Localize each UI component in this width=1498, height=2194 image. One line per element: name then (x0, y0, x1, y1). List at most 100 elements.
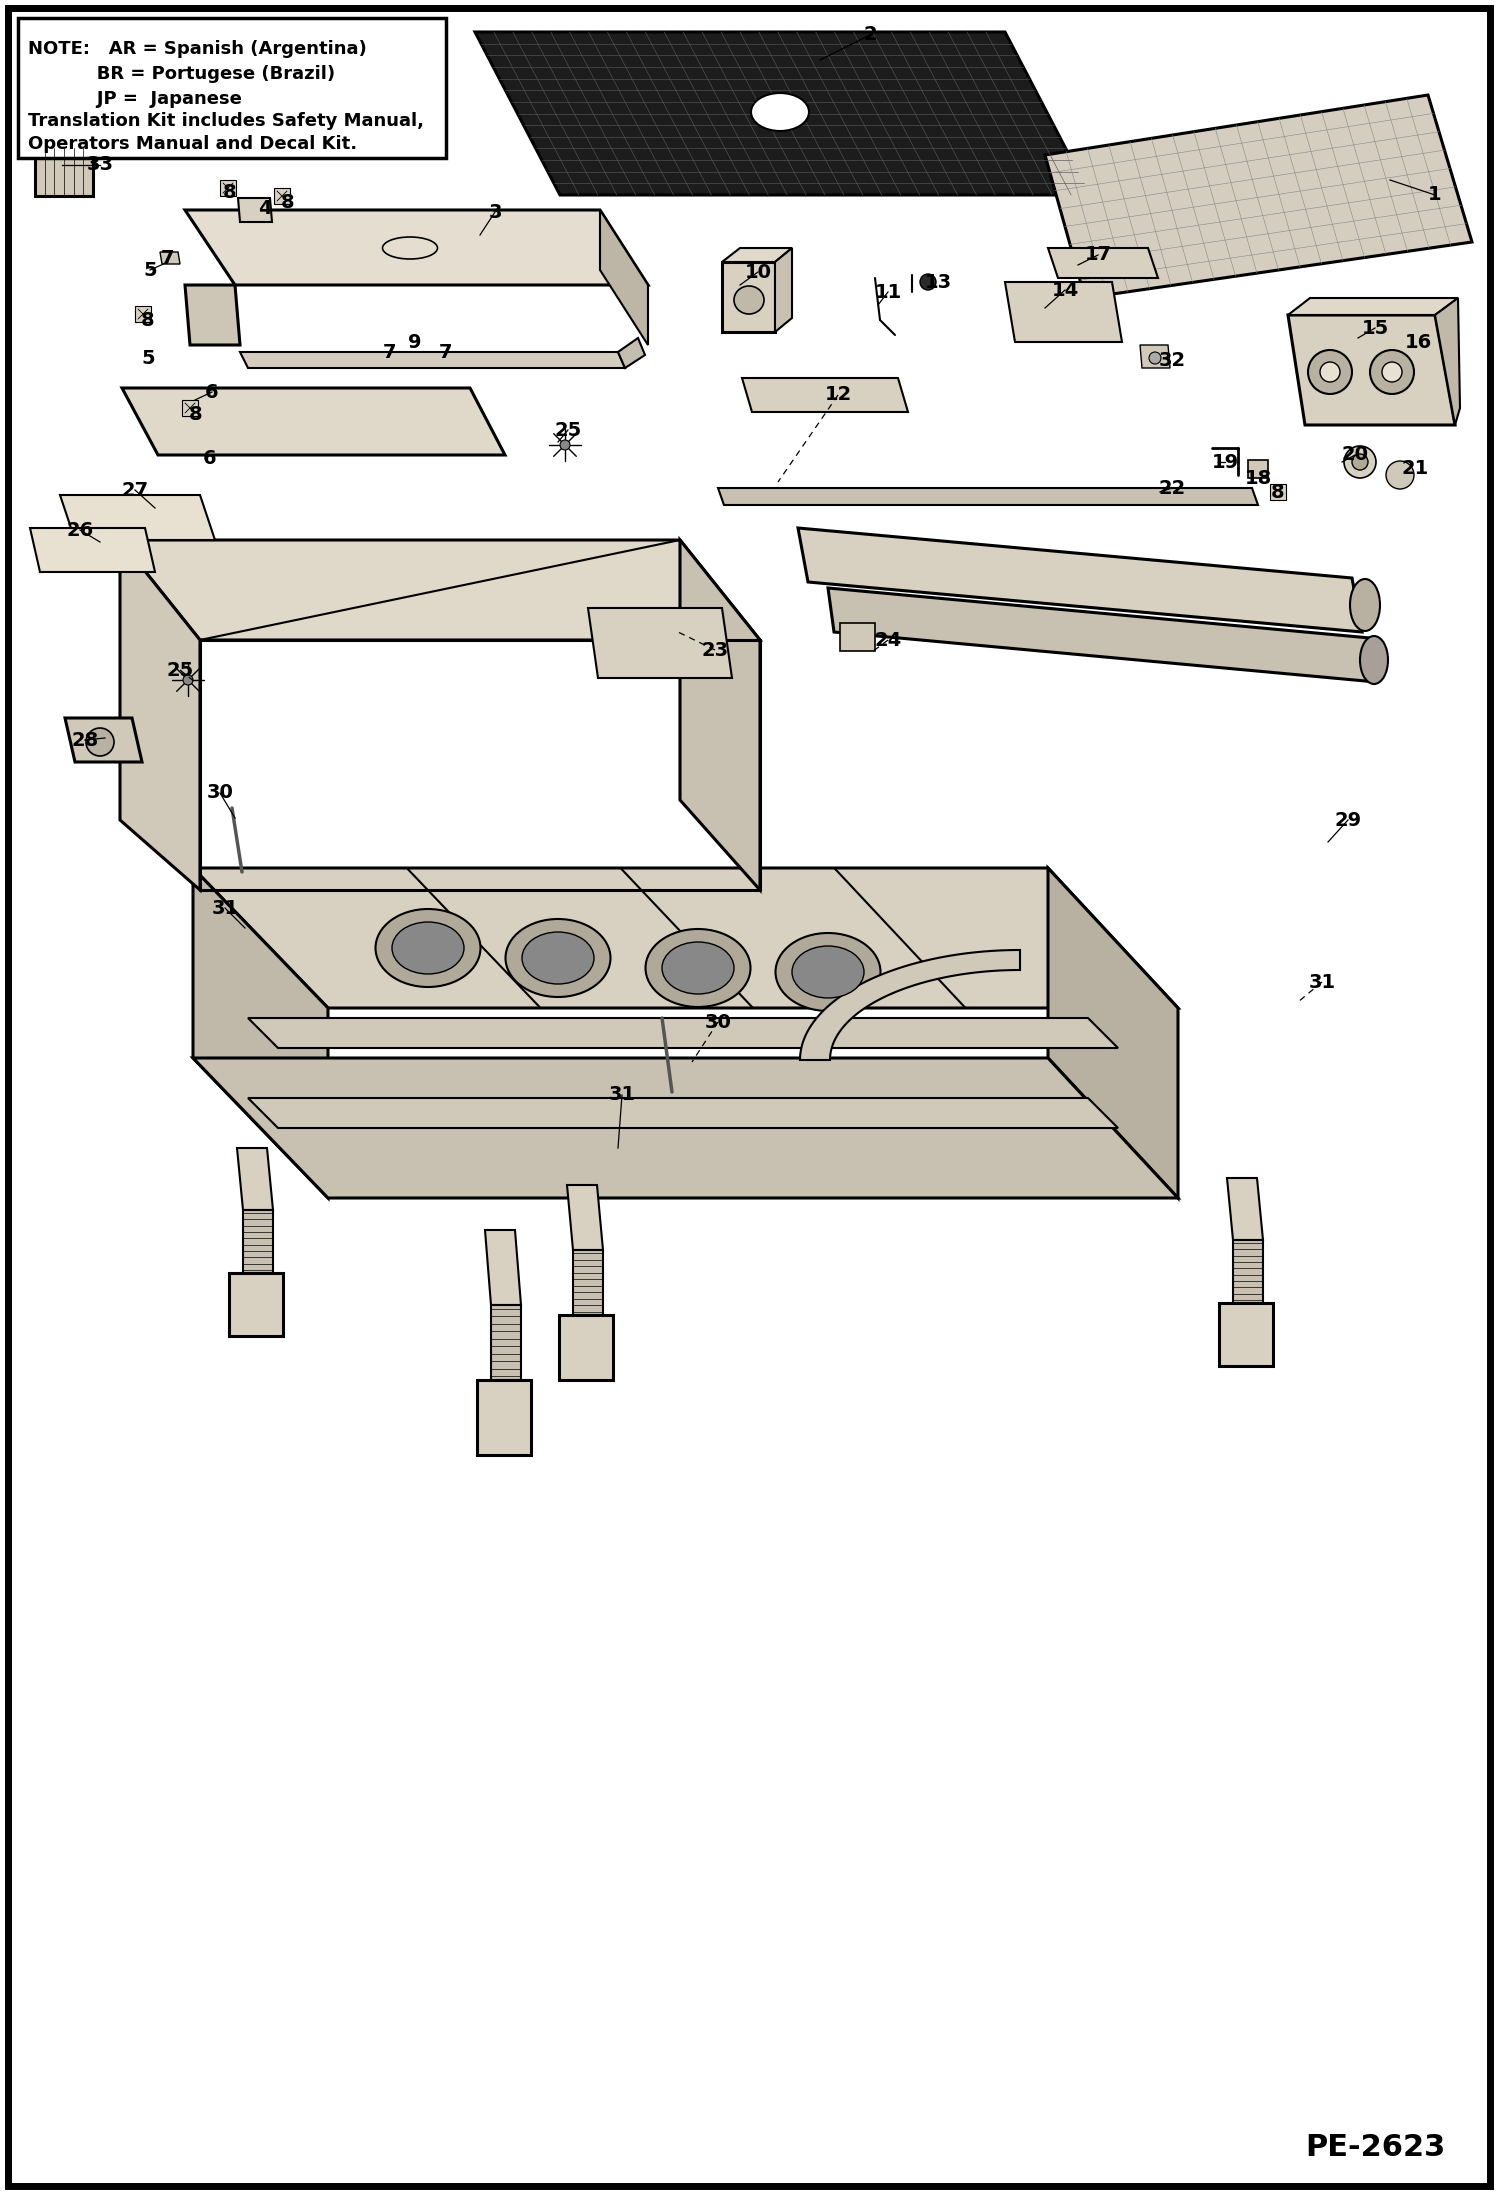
Text: 8: 8 (1272, 483, 1285, 502)
Ellipse shape (776, 932, 881, 1011)
Bar (840, 623, 875, 652)
Text: 18: 18 (1245, 470, 1272, 487)
Polygon shape (1046, 94, 1473, 298)
Text: 31: 31 (608, 1086, 635, 1104)
Text: NOTE:   AR = Spanish (Argentina): NOTE: AR = Spanish (Argentina) (28, 39, 367, 57)
Text: 1: 1 (1428, 186, 1441, 204)
Text: 25: 25 (554, 421, 581, 439)
Circle shape (1149, 351, 1161, 364)
Polygon shape (1219, 1303, 1273, 1367)
Ellipse shape (521, 932, 595, 983)
Polygon shape (184, 211, 649, 285)
Text: 4: 4 (258, 197, 271, 217)
Text: 33: 33 (87, 156, 114, 176)
Polygon shape (249, 1018, 1118, 1049)
Ellipse shape (750, 92, 809, 132)
Polygon shape (249, 1097, 1118, 1128)
Bar (1270, 485, 1285, 500)
Polygon shape (1227, 1178, 1263, 1240)
Bar (1248, 461, 1267, 478)
Polygon shape (485, 1231, 521, 1305)
Polygon shape (30, 529, 154, 573)
Ellipse shape (646, 928, 750, 1007)
Text: Operators Manual and Decal Kit.: Operators Manual and Decal Kit. (28, 136, 357, 154)
Polygon shape (237, 1147, 273, 1211)
Text: 16: 16 (1405, 333, 1432, 351)
Text: 7: 7 (439, 342, 452, 362)
Circle shape (1308, 351, 1353, 395)
Ellipse shape (792, 946, 864, 998)
Polygon shape (193, 869, 1177, 1007)
Text: 10: 10 (745, 263, 771, 281)
Polygon shape (619, 338, 646, 369)
Text: BR = Portugese (Brazil): BR = Portugese (Brazil) (28, 66, 336, 83)
Text: 5: 5 (144, 261, 157, 279)
Polygon shape (64, 717, 142, 761)
Circle shape (1344, 445, 1377, 478)
Text: 6: 6 (204, 448, 217, 467)
Polygon shape (229, 1273, 283, 1336)
Text: 29: 29 (1335, 810, 1362, 829)
Bar (135, 305, 151, 323)
Text: 24: 24 (875, 630, 902, 649)
Polygon shape (184, 285, 240, 344)
Text: JP =  Japanese: JP = Japanese (28, 90, 241, 108)
Text: 19: 19 (1212, 452, 1239, 472)
Polygon shape (475, 33, 1091, 195)
Circle shape (1371, 351, 1414, 395)
Text: 14: 14 (1052, 281, 1079, 301)
Polygon shape (559, 1314, 613, 1380)
Circle shape (183, 676, 193, 685)
Bar (34, 147, 93, 195)
Bar (18, 18, 446, 158)
Polygon shape (193, 869, 328, 1198)
Text: 5: 5 (141, 349, 154, 369)
Polygon shape (800, 950, 1020, 1060)
Text: 23: 23 (701, 641, 728, 660)
Text: 30: 30 (704, 1011, 731, 1031)
Polygon shape (1049, 248, 1158, 279)
Polygon shape (774, 248, 792, 331)
Ellipse shape (1360, 636, 1389, 685)
Polygon shape (1049, 869, 1177, 1198)
Text: 26: 26 (66, 520, 93, 540)
Text: 31: 31 (1308, 972, 1336, 992)
Text: 8: 8 (141, 312, 154, 329)
Ellipse shape (662, 941, 734, 994)
Polygon shape (680, 540, 759, 891)
Polygon shape (120, 540, 201, 891)
Circle shape (1353, 454, 1368, 470)
Polygon shape (1288, 298, 1458, 316)
Text: 6: 6 (205, 382, 219, 402)
Bar (220, 180, 237, 195)
Bar (274, 189, 291, 204)
Text: 3: 3 (488, 202, 502, 222)
Polygon shape (476, 1380, 530, 1455)
Polygon shape (601, 211, 649, 344)
Polygon shape (240, 351, 625, 369)
Polygon shape (193, 1058, 1177, 1198)
Circle shape (560, 441, 571, 450)
Polygon shape (491, 1305, 521, 1380)
Text: 9: 9 (409, 333, 422, 351)
Polygon shape (1435, 298, 1461, 426)
Polygon shape (722, 261, 774, 331)
Polygon shape (722, 248, 792, 261)
Text: 8: 8 (223, 182, 237, 202)
Text: 11: 11 (875, 283, 902, 301)
Polygon shape (1140, 344, 1170, 369)
Text: 20: 20 (1342, 445, 1369, 465)
Text: 15: 15 (1362, 318, 1389, 338)
Text: 2: 2 (863, 26, 876, 44)
Polygon shape (589, 608, 733, 678)
Text: 25: 25 (166, 660, 193, 680)
Polygon shape (121, 388, 505, 454)
Polygon shape (742, 377, 908, 412)
Text: 7: 7 (162, 248, 175, 268)
Polygon shape (574, 1251, 604, 1314)
Ellipse shape (734, 285, 764, 314)
Polygon shape (718, 487, 1258, 505)
Ellipse shape (376, 908, 481, 987)
Polygon shape (828, 588, 1377, 682)
Text: 7: 7 (383, 342, 397, 362)
